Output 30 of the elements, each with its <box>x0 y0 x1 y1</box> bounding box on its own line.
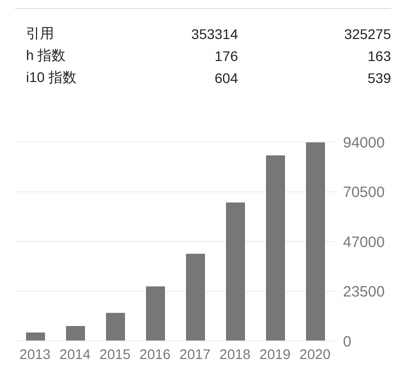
x-tick-label: 2020 <box>299 346 331 362</box>
category-label: h 指数 <box>25 47 67 65</box>
x-tick-label: 2018 <box>219 346 251 362</box>
bar <box>66 326 85 341</box>
bar <box>26 332 45 341</box>
data-label: 176 <box>214 48 238 64</box>
category-label: 引用 <box>25 25 55 43</box>
bar <box>106 312 125 341</box>
y-tick-label: 23500 <box>343 284 385 301</box>
bar <box>266 155 285 341</box>
y-tick-label: 0 <box>343 333 352 350</box>
data-label: 353314 <box>190 26 238 42</box>
data-label: 163 <box>366 48 391 64</box>
bar <box>226 202 245 341</box>
bar <box>146 286 165 341</box>
y-tick-label: 47000 <box>343 234 385 251</box>
data-label: 539 <box>366 70 391 86</box>
x-tick-label: 2019 <box>259 346 291 362</box>
category-label: i10 指数 <box>25 69 78 87</box>
x-tick-label: 2013 <box>19 346 51 362</box>
x-tick-label: 2017 <box>179 346 211 362</box>
y-tick-label: 94000 <box>343 134 385 152</box>
data-label: 604 <box>214 70 238 86</box>
x-tick-label: 2014 <box>59 346 91 362</box>
y-tick-label: 70500 <box>343 184 385 202</box>
data-label: 325275 <box>343 26 391 42</box>
x-tick-label: 2016 <box>139 346 171 362</box>
bar <box>186 254 205 341</box>
x-tick-label: 2015 <box>99 346 131 362</box>
bar <box>306 142 325 341</box>
